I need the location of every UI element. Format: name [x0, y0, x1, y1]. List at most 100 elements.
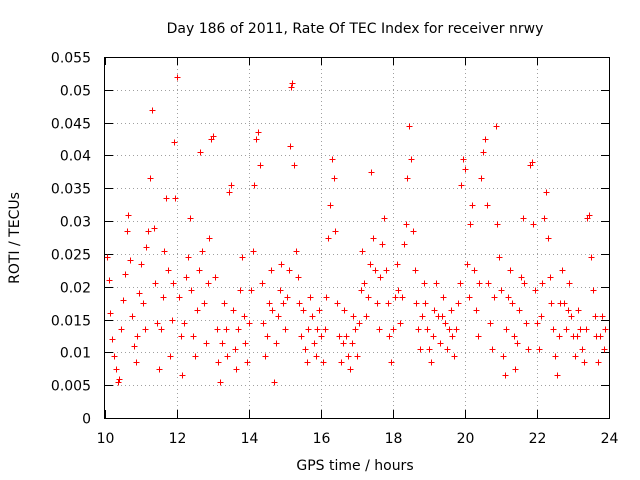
data-point: [136, 290, 143, 297]
data-point: [556, 333, 563, 340]
data-point: [302, 346, 309, 353]
data-point: [521, 280, 528, 287]
data-point: [304, 359, 311, 366]
data-point: [203, 340, 210, 347]
data-point: [134, 333, 141, 340]
data-point: [572, 353, 579, 360]
data-point: [224, 353, 231, 360]
data-point: [568, 313, 575, 320]
data-point: [277, 287, 284, 294]
data-point: [349, 340, 356, 347]
data-point: [403, 221, 410, 228]
data-point: [235, 326, 242, 333]
data-point: [244, 359, 251, 366]
data-point: [516, 307, 523, 314]
data-point: [599, 313, 606, 320]
data-point: [322, 326, 329, 333]
y-tick-label: 0: [82, 412, 91, 428]
data-point: [543, 189, 550, 196]
data-point: [469, 202, 476, 209]
data-point: [262, 353, 269, 360]
data-point: [448, 307, 455, 314]
data-point: [131, 343, 138, 350]
data-point: [287, 143, 294, 150]
data-point: [338, 359, 345, 366]
data-point: [280, 300, 287, 307]
data-point: [124, 228, 131, 235]
data-point: [275, 313, 282, 320]
data-point: [347, 366, 354, 373]
data-point: [422, 300, 429, 307]
y-tick-label: 0.045: [51, 117, 91, 133]
data-point: [336, 333, 343, 340]
data-point: [475, 333, 482, 340]
data-point: [437, 340, 444, 347]
data-point: [401, 241, 408, 248]
data-point: [248, 287, 255, 294]
data-point: [453, 326, 460, 333]
x-axis-title: GPS time / hours: [296, 458, 413, 474]
data-point: [325, 235, 332, 242]
data-point: [266, 300, 273, 307]
data-point: [397, 320, 404, 327]
data-point: [597, 333, 604, 340]
data-point: [383, 267, 390, 274]
data-point: [206, 235, 213, 242]
data-point: [496, 254, 503, 261]
data-point: [273, 340, 280, 347]
data-point: [498, 287, 505, 294]
data-point: [332, 228, 339, 235]
data-point: [467, 221, 474, 228]
data-point: [365, 294, 372, 301]
x-tick-label: 10: [97, 431, 115, 447]
data-point: [579, 346, 586, 353]
data-point: [356, 320, 363, 327]
axis-ticks: [105, 57, 610, 419]
data-point: [489, 346, 496, 353]
data-point: [404, 175, 411, 182]
data-point: [505, 294, 512, 301]
data-point: [286, 267, 293, 274]
data-point: [548, 300, 555, 307]
data-point: [588, 254, 595, 261]
data-point: [532, 287, 539, 294]
data-point: [268, 267, 275, 274]
grid: [105, 57, 609, 418]
y-tick-label: 0.03: [60, 215, 91, 231]
data-point: [250, 248, 257, 255]
data-point: [278, 261, 285, 268]
data-point: [343, 333, 350, 340]
data-point: [311, 340, 318, 347]
data-point: [431, 307, 438, 314]
data-point: [104, 254, 111, 261]
data-point: [592, 313, 599, 320]
data-point: [601, 346, 608, 353]
data-point: [305, 326, 312, 333]
x-tick-label: 18: [385, 431, 403, 447]
data-point: [394, 261, 401, 268]
data-point: [300, 307, 307, 314]
data-point: [554, 372, 561, 379]
data-point: [482, 136, 489, 143]
data-point: [388, 359, 395, 366]
data-point: [426, 346, 433, 353]
data-point: [129, 313, 136, 320]
data-point: [392, 294, 399, 301]
x-tick-label: 12: [169, 431, 187, 447]
y-tick-label: 0.015: [51, 314, 91, 330]
chart-title: Day 186 of 2011, Rate Of TEC Index for r…: [167, 21, 544, 37]
data-point: [485, 280, 492, 287]
data-point: [176, 294, 183, 301]
data-point: [239, 254, 246, 261]
data-point: [284, 294, 291, 301]
y-axis-title: ROTI / TECUs: [7, 192, 23, 284]
data-point: [552, 353, 559, 360]
data-point: [223, 326, 230, 333]
data-point: [415, 326, 422, 333]
data-point: [192, 353, 199, 360]
data-point: [171, 139, 178, 146]
data-point: [466, 294, 473, 301]
data-point: [289, 80, 296, 87]
x-tick-label: 24: [601, 431, 619, 447]
data-point: [539, 280, 546, 287]
